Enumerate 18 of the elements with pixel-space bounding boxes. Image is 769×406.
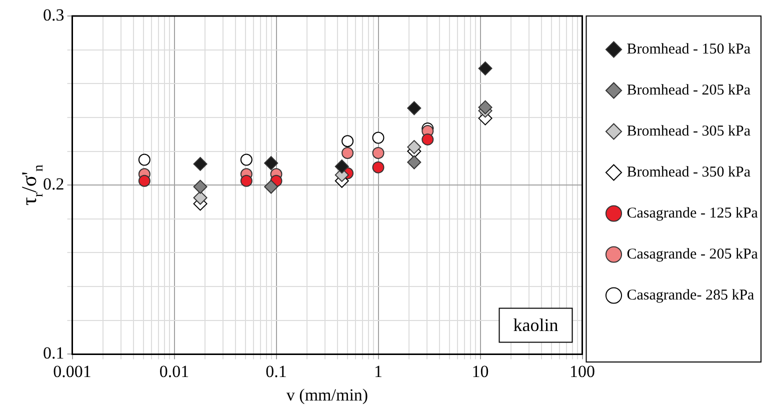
y-tick-label: 0.3	[43, 5, 64, 24]
legend-label: Casagrande - 205 kPa	[626, 246, 758, 262]
x-axis-title: v (mm/min)	[286, 385, 368, 404]
x-tick-label: 0.01	[159, 362, 190, 381]
y-tick-label: 0.1	[43, 344, 64, 363]
legend-label: Casagrande- 285 kPa	[626, 287, 755, 304]
x-tick-label: 0.001	[53, 362, 92, 381]
x-tick-label: 100	[570, 362, 595, 381]
legend-label: Casagrande - 125 kPa	[626, 205, 758, 222]
legend-label: Bromhead - 305 kPa	[626, 123, 751, 140]
x-tick-label: 0.1	[266, 362, 287, 381]
x-tick-label: 10	[472, 362, 489, 381]
x-tick-label: 1	[374, 362, 382, 381]
legend-label: Bromhead - 350 kPa	[626, 164, 751, 180]
legend-label: Bromhead - 205 kPa	[626, 82, 751, 98]
y-tick-label: 0.2	[43, 174, 64, 194]
legend-label: Bromhead - 150 kPa	[626, 41, 751, 58]
annotation: kaolin	[513, 314, 558, 335]
